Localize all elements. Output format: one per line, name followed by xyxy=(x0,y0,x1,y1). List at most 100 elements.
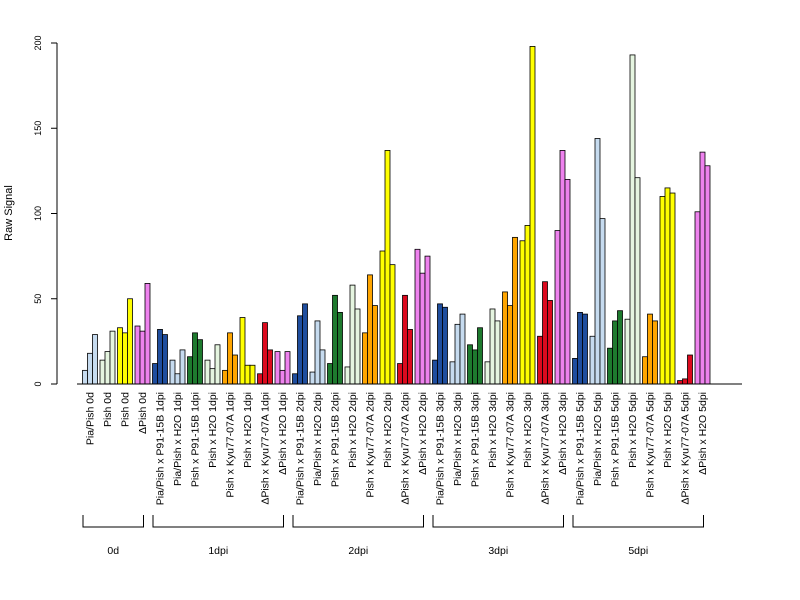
bar xyxy=(389,264,396,385)
category-label: ΔPish x Kyu77-07A 3dpi xyxy=(540,392,552,505)
bar xyxy=(617,310,623,385)
bar xyxy=(524,225,531,385)
category-label: ΔPish x H2O 2dpi xyxy=(417,392,429,475)
bar xyxy=(612,320,618,385)
category-label: Pish x H2O 5dpi xyxy=(662,392,674,468)
category-label: ΔPish x H2O 5dpi xyxy=(697,392,709,475)
bar xyxy=(337,311,343,385)
category-label: ΔPish x H2O 1dpi xyxy=(277,392,289,475)
category-label: Pia/Pish x P91-15B 5dpi xyxy=(575,392,587,505)
bar xyxy=(407,329,413,385)
bar xyxy=(704,165,711,385)
category-label: Pish 0d xyxy=(102,392,114,427)
category-label: Pia/Pish x H2O 5dpi xyxy=(592,392,604,486)
category-label: ΔPish 0d xyxy=(137,392,149,434)
bar xyxy=(117,327,123,385)
category-label: Pish x H2O 2dpi xyxy=(347,392,359,468)
bar xyxy=(582,313,588,385)
bar xyxy=(209,368,216,385)
bar xyxy=(459,313,466,385)
bar xyxy=(634,177,641,385)
bar xyxy=(664,187,671,385)
y-tick-label: 50 xyxy=(33,294,43,304)
category-label: Pia/Pish x H2O 2dpi xyxy=(312,392,324,486)
bar xyxy=(187,356,193,385)
category-label: Pish 0d xyxy=(120,392,132,427)
bar xyxy=(127,298,133,385)
bar xyxy=(302,303,308,385)
bar xyxy=(162,334,168,385)
category-label: Pia/Pish x P91-15B 1dpi xyxy=(155,392,167,505)
bar xyxy=(682,378,688,385)
category-label: Pish x H2O 5dpi xyxy=(627,392,639,468)
bar xyxy=(139,330,146,385)
bar xyxy=(577,311,583,385)
bar xyxy=(197,339,203,385)
group-label: 0d xyxy=(107,545,119,557)
category-label: ΔPish x Kyu77-07A 2dpi xyxy=(400,392,412,505)
y-tick-label: 100 xyxy=(33,206,43,221)
bar xyxy=(279,369,286,385)
bar xyxy=(354,308,361,385)
bar xyxy=(594,138,601,385)
category-label: Pia/Pish x P91-15B 3dpi xyxy=(435,392,447,505)
bar xyxy=(174,373,181,385)
group-label: 1dpi xyxy=(208,545,228,557)
category-label: Pish x Kyu77-07A 2dpi xyxy=(365,392,377,498)
bar xyxy=(362,332,368,385)
bar xyxy=(694,211,701,385)
bar xyxy=(559,150,566,385)
bar xyxy=(687,354,693,385)
category-label: Pish x Kyu77-07A 1dpi xyxy=(225,392,237,498)
y-tick-label: 150 xyxy=(33,121,43,136)
bar xyxy=(372,305,378,385)
bar xyxy=(467,344,473,385)
bar xyxy=(607,347,613,385)
bar xyxy=(542,281,548,385)
bar xyxy=(82,369,88,385)
bar xyxy=(519,240,526,385)
category-label: Pia/Pish x H2O 1dpi xyxy=(172,392,184,486)
bar xyxy=(214,344,221,385)
category-label: Pish x P91-15B 5dpi xyxy=(610,392,622,487)
bar xyxy=(477,327,483,385)
bar xyxy=(494,320,501,385)
group-label: 3dpi xyxy=(488,545,508,557)
bar xyxy=(367,274,373,385)
bar xyxy=(472,349,478,385)
bar xyxy=(152,363,158,385)
bar xyxy=(454,323,461,385)
group-bracket xyxy=(152,515,284,528)
bar xyxy=(537,335,543,385)
bar xyxy=(239,317,246,385)
bar xyxy=(589,335,596,385)
category-label: Pish x H2O 2dpi xyxy=(382,392,394,468)
bar xyxy=(87,352,93,385)
category-label: Pish x H2O 1dpi xyxy=(242,392,254,468)
bar xyxy=(104,351,111,385)
group-bracket xyxy=(82,515,144,528)
bar xyxy=(144,283,151,385)
bar xyxy=(257,373,263,385)
bars-layer xyxy=(82,46,711,385)
bar xyxy=(169,359,176,385)
category-label: Pish x P91-15B 2dpi xyxy=(330,392,342,487)
bar xyxy=(599,218,606,385)
bar xyxy=(274,351,281,385)
bar xyxy=(652,320,658,385)
bar xyxy=(327,363,333,385)
bar xyxy=(547,300,553,385)
bar xyxy=(109,330,116,385)
category-label: Pish x Kyu77-07A 5dpi xyxy=(645,392,657,498)
bar xyxy=(134,325,141,385)
category-label: Pia/Pish 0d xyxy=(85,392,97,445)
bar xyxy=(484,361,491,385)
bar xyxy=(309,371,316,385)
category-label: Pish x H2O 3dpi xyxy=(487,392,499,468)
bar xyxy=(507,305,513,385)
bar xyxy=(629,54,636,385)
category-label: Pia/Pish x H2O 3dpi xyxy=(452,392,464,486)
category-label: ΔPish x H2O 3dpi xyxy=(557,392,569,475)
bar xyxy=(554,230,561,385)
bar xyxy=(529,46,536,385)
